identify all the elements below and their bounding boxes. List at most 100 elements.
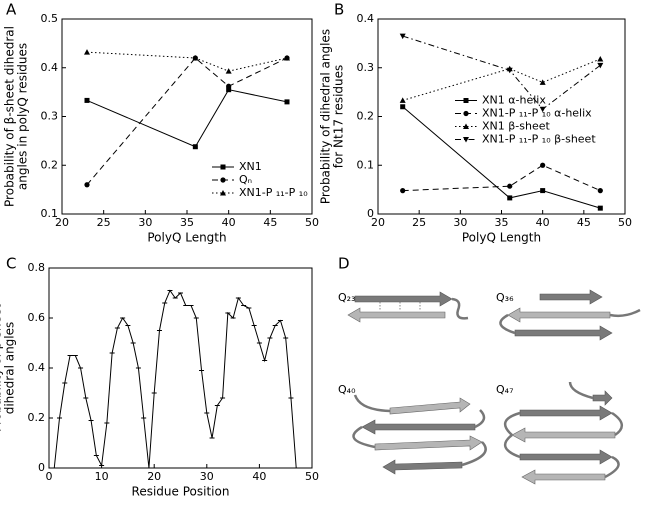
x-tick-label: 40 <box>222 216 236 229</box>
y-tick-label: 0.2 <box>357 110 375 123</box>
loop <box>503 381 623 479</box>
legend-marker <box>463 98 469 103</box>
legend-marker <box>463 123 469 129</box>
marker <box>399 97 406 103</box>
panel-label: D <box>338 255 350 273</box>
panel-label: B <box>334 1 344 19</box>
legend-label: XN1 <box>239 160 262 173</box>
marker <box>400 188 406 194</box>
marker <box>399 33 406 40</box>
y-tick-label: 0.1 <box>41 207 59 220</box>
series-line <box>86 89 288 148</box>
marker <box>400 104 406 110</box>
legend-label: XN1-P ₁₁-P ₁₀ <box>239 186 308 199</box>
marker <box>539 79 546 85</box>
y-tick-label: 0.5 <box>41 12 59 25</box>
marker <box>225 68 232 74</box>
legend-marker <box>463 110 469 117</box>
marker <box>597 55 604 62</box>
strand <box>519 449 613 465</box>
marker <box>539 106 546 113</box>
marker <box>284 55 290 61</box>
marker <box>597 188 603 194</box>
x-tick-label: 25 <box>97 216 111 229</box>
structure-label: Q₃₆ <box>496 291 514 304</box>
strand <box>354 291 453 307</box>
x-axis-label: PolyQ Length <box>147 231 226 245</box>
legend-label: XN1-P ₁₁-P ₁₀ β-sheet <box>482 133 596 146</box>
panel-label: A <box>6 1 17 19</box>
x-tick-label: 25 <box>412 216 426 229</box>
strand <box>539 289 603 305</box>
structure-label: Q₂₃ <box>338 291 355 304</box>
structure-label: Q₄₇ <box>496 383 513 396</box>
series-line <box>402 35 601 110</box>
strand <box>592 390 613 406</box>
y-tick-label: 0.6 <box>28 311 46 324</box>
marker <box>597 62 604 69</box>
x-tick-label: 50 <box>305 470 319 483</box>
marker <box>84 182 90 188</box>
legend-marker <box>463 137 469 143</box>
marker <box>226 83 232 89</box>
y-axis-label: dihedral angles <box>3 322 17 415</box>
marker <box>507 195 513 201</box>
marker <box>226 87 232 93</box>
y-tick-label: 0.2 <box>41 158 59 171</box>
strand <box>514 325 613 341</box>
structure-label: Q₄₀ <box>338 383 356 396</box>
legend-marker <box>220 164 226 170</box>
y-axis-label: Probability of β-sheet <box>0 304 4 432</box>
series-line <box>402 58 601 101</box>
marker <box>84 97 90 103</box>
y-axis-label: for Nt17 residues <box>332 65 346 169</box>
marker <box>540 188 546 194</box>
strand <box>382 459 463 475</box>
x-axis-label: Residue Position <box>132 485 230 499</box>
structures: Q₂₃ Q₃₆ Q₄₀ Q₄₇ <box>338 289 641 485</box>
y-tick-label: 0.2 <box>28 411 46 424</box>
strand <box>389 397 471 415</box>
x-tick-label: 30 <box>453 216 467 229</box>
x-tick-label: 50 <box>618 216 632 229</box>
x-tick-label: 0 <box>46 470 53 483</box>
y-tick-label: 0.8 <box>28 261 46 274</box>
x-tick-label: 35 <box>180 216 194 229</box>
marker <box>192 144 198 150</box>
x-tick-label: 35 <box>495 216 509 229</box>
series-line <box>53 289 297 469</box>
y-tick-label: 0.3 <box>41 110 59 123</box>
legend-label: XN1 β-sheet <box>482 120 550 133</box>
strand <box>347 307 446 323</box>
strand <box>521 469 606 485</box>
y-tick-label: 0.1 <box>357 158 375 171</box>
x-tick-label: 30 <box>138 216 152 229</box>
x-tick-label: 45 <box>577 216 591 229</box>
x-tick-label: 50 <box>305 216 319 229</box>
y-axis-label: Probability of β-sheet dihedral <box>3 26 17 207</box>
legend-label: XN1 α-helix <box>482 94 546 107</box>
series-line <box>86 57 288 186</box>
x-tick-label: 45 <box>263 216 277 229</box>
x-tick-label: 20 <box>147 470 161 483</box>
y-tick-label: 0.4 <box>41 61 59 74</box>
loop <box>352 394 487 467</box>
y-tick-label: 0.4 <box>28 361 46 374</box>
y-tick-label: 0 <box>367 207 374 220</box>
x-tick-label: 10 <box>95 470 109 483</box>
x-tick-label: 20 <box>55 216 69 229</box>
marker <box>192 55 199 61</box>
x-tick-label: 30 <box>200 470 214 483</box>
series-line <box>402 106 601 209</box>
strand <box>374 435 483 451</box>
x-tick-label: 40 <box>536 216 550 229</box>
marker <box>84 49 90 55</box>
loop <box>499 308 641 335</box>
series-line <box>402 164 601 192</box>
marker <box>506 67 513 74</box>
y-axis-label: Probability of dihedral angles <box>319 29 333 204</box>
strand <box>507 307 611 323</box>
plot-frame <box>48 267 313 469</box>
marker <box>540 162 546 168</box>
